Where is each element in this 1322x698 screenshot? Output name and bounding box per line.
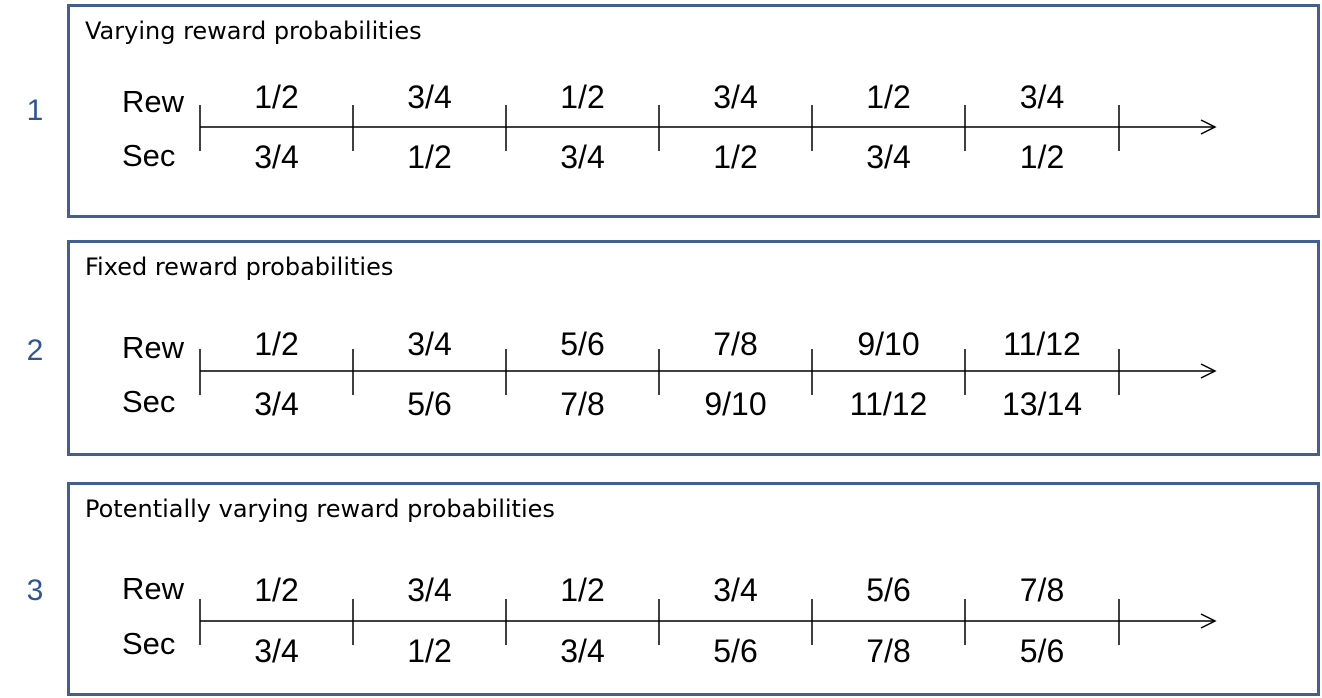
panel-2-sec-value: 13/14 — [1001, 386, 1083, 422]
panel-1-rew-label: Rew — [122, 84, 185, 119]
arrow-head — [1200, 119, 1217, 135]
panel-2-sec-value: 7/8 — [560, 386, 605, 422]
panel-3-rew-value: 5/6 — [866, 572, 911, 608]
panel-3-rew-value: 3/4 — [407, 572, 452, 608]
panel-1-sec-value: 3/4 — [254, 139, 299, 175]
panel-1-sec-value: 3/4 — [866, 139, 911, 175]
panel-2-rew-label: Rew — [122, 330, 185, 365]
panel-2-sec-value: 5/6 — [407, 386, 452, 422]
panel-3-sec-value: 5/6 — [713, 633, 758, 669]
panel-3-rew-value: 1/2 — [254, 572, 299, 608]
panel-1-rew-value: 3/4 — [1019, 79, 1065, 115]
panel-1-rew-value: 3/4 — [407, 79, 452, 115]
panel-2-sec-value: 9/10 — [704, 386, 767, 422]
panel-3-timeline — [199, 599, 1217, 645]
panel-3-sec-value: 7/8 — [866, 633, 911, 669]
panel-2-sec-label: Sec — [122, 384, 176, 419]
panel-2-sec-value: 3/4 — [254, 386, 299, 422]
panel-2-rew-value: 5/6 — [560, 326, 605, 362]
panel-3-rew-value: 7/8 — [1019, 572, 1065, 608]
panel-1-rew-value: 3/4 — [713, 79, 758, 115]
panel-1-sec-value: 1/2 — [713, 139, 758, 175]
panel-3-sec-value: 3/4 — [254, 633, 299, 669]
panel-3-sec-value: 3/4 — [560, 633, 605, 669]
panel-3-rew-label: Rew — [122, 571, 185, 606]
panel-1-title: Varying reward probabilities — [85, 17, 422, 45]
panel-3-title: Potentially varying reward probabilities — [85, 495, 555, 523]
panel-1-rew-value: 1/2 — [254, 79, 299, 115]
panel-1-number: 1 — [26, 94, 44, 127]
panel-2-rew-value: 9/10 — [857, 326, 920, 362]
panel-1-sec-value: 3/4 — [560, 139, 605, 175]
panel-2: Fixed reward probabilities Rew Sec 1/2 3/… — [67, 240, 1320, 456]
panel-2-number: 2 — [26, 334, 44, 367]
panel-1-sec-label: Sec — [122, 138, 176, 173]
panel-2-sec-value: 11/12 — [849, 386, 928, 422]
arrow-head — [1200, 363, 1217, 379]
panel-2-rew-value: 1/2 — [254, 326, 299, 362]
panel-2-timeline — [199, 349, 1217, 395]
panel-3-number: 3 — [26, 574, 44, 607]
panel-2-title: Fixed reward probabilities — [85, 253, 394, 281]
panel-3-sec-value: 1/2 — [407, 633, 452, 669]
panel-1-timeline — [199, 105, 1217, 151]
panel-1-sec-value: 1/2 — [1019, 139, 1065, 175]
panel-3: Potentially varying reward probabilities… — [67, 482, 1320, 696]
panel-2-rew-value: 7/8 — [713, 326, 758, 362]
panel-1-rew-value: 1/2 — [866, 79, 911, 115]
panel-3-rew-value: 1/2 — [560, 572, 605, 608]
panel-1-rew-value: 1/2 — [560, 79, 605, 115]
arrow-head — [1200, 613, 1217, 629]
panel-1-sec-value: 1/2 — [407, 139, 452, 175]
panel-2-rew-value: 11/12 — [1003, 326, 1081, 362]
panel-1: Varying reward probabilities Rew Sec 1/2… — [67, 4, 1320, 218]
panel-3-sec-value: 5/6 — [1019, 633, 1065, 669]
panel-3-sec-label: Sec — [122, 626, 176, 661]
panel-3-rew-value: 3/4 — [713, 572, 758, 608]
panel-2-rew-value: 3/4 — [407, 326, 452, 362]
